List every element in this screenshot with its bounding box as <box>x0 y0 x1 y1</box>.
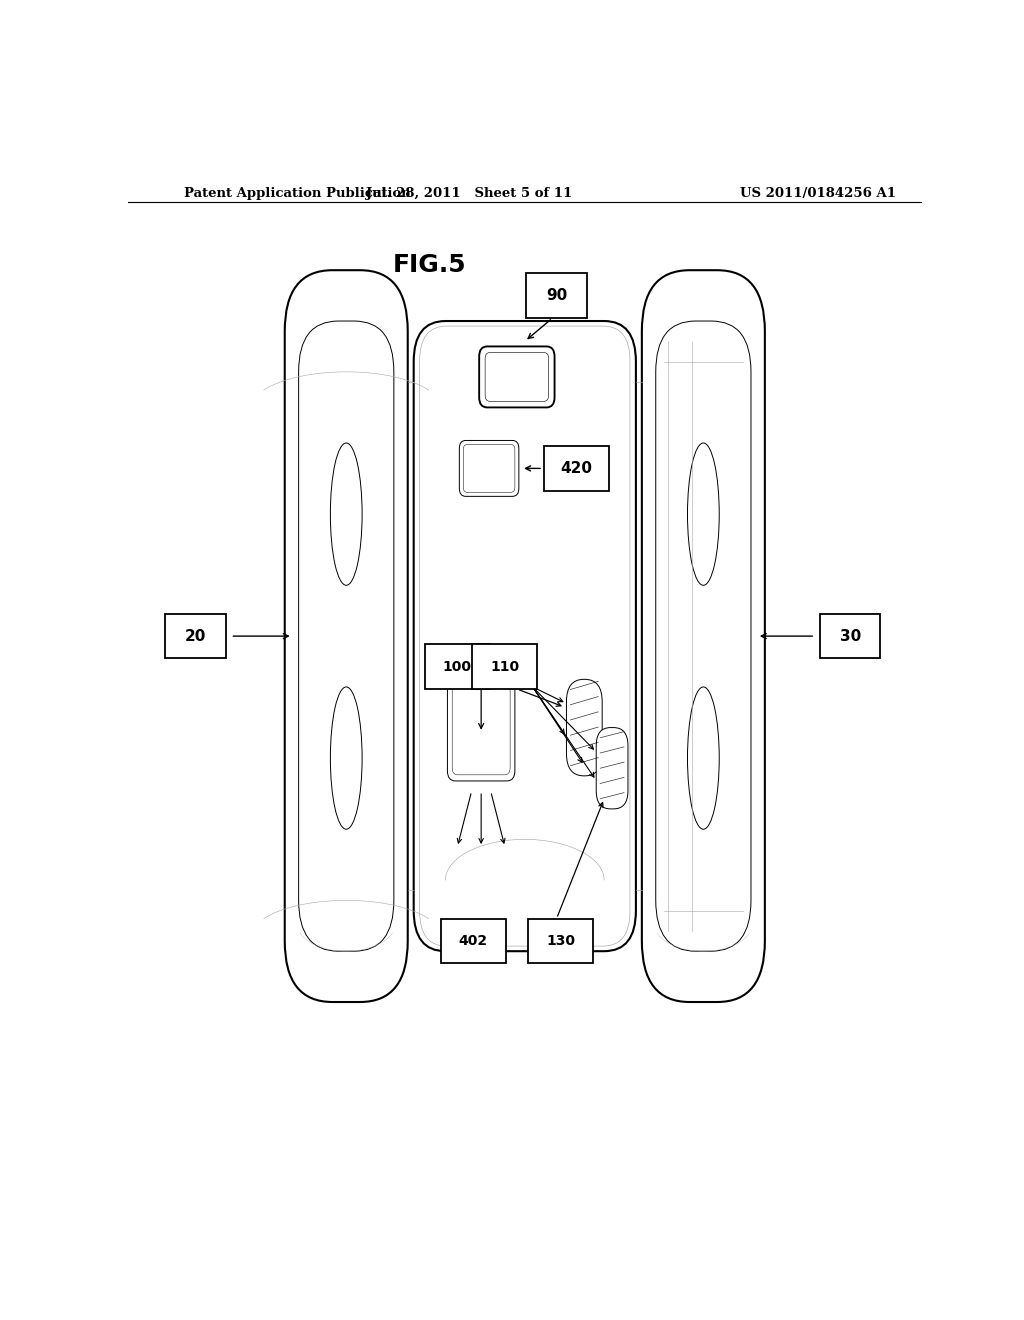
Text: 90: 90 <box>546 288 567 304</box>
FancyBboxPatch shape <box>165 614 225 659</box>
FancyBboxPatch shape <box>425 644 489 689</box>
FancyBboxPatch shape <box>414 321 636 952</box>
Ellipse shape <box>331 444 362 585</box>
FancyBboxPatch shape <box>544 446 609 491</box>
FancyBboxPatch shape <box>472 644 538 689</box>
FancyBboxPatch shape <box>566 680 602 776</box>
FancyBboxPatch shape <box>479 346 555 408</box>
Text: Jul. 28, 2011   Sheet 5 of 11: Jul. 28, 2011 Sheet 5 of 11 <box>367 187 572 201</box>
FancyBboxPatch shape <box>440 919 506 964</box>
FancyBboxPatch shape <box>528 919 593 964</box>
FancyBboxPatch shape <box>447 675 515 781</box>
FancyBboxPatch shape <box>642 271 765 1002</box>
FancyBboxPatch shape <box>285 271 408 1002</box>
Text: Patent Application Publication: Patent Application Publication <box>183 187 411 201</box>
Ellipse shape <box>687 686 719 829</box>
Ellipse shape <box>687 444 719 585</box>
FancyBboxPatch shape <box>443 671 519 689</box>
FancyBboxPatch shape <box>820 614 881 659</box>
Text: US 2011/0184256 A1: US 2011/0184256 A1 <box>740 187 896 201</box>
Text: 20: 20 <box>184 628 206 644</box>
Text: 110: 110 <box>490 660 519 673</box>
FancyBboxPatch shape <box>526 273 587 318</box>
Text: FIG.5: FIG.5 <box>393 253 466 277</box>
Text: 130: 130 <box>546 935 575 948</box>
FancyBboxPatch shape <box>596 727 628 809</box>
Text: 402: 402 <box>459 935 487 948</box>
Ellipse shape <box>331 686 362 829</box>
Text: 420: 420 <box>560 461 592 477</box>
Text: 100: 100 <box>442 660 472 673</box>
Text: 30: 30 <box>840 628 861 644</box>
FancyBboxPatch shape <box>460 441 519 496</box>
